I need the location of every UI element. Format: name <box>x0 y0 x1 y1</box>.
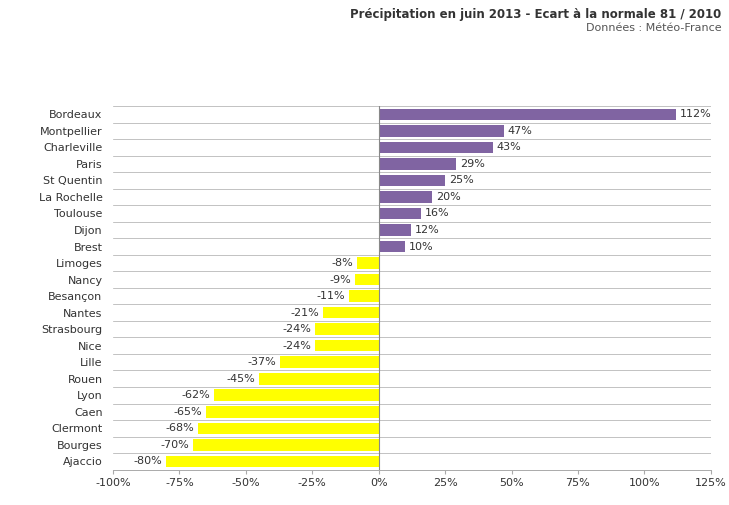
Bar <box>355 274 378 285</box>
Text: -65%: -65% <box>174 407 202 417</box>
Text: 29%: 29% <box>460 159 485 169</box>
Bar <box>166 456 378 467</box>
Text: 10%: 10% <box>409 241 434 251</box>
Text: -70%: -70% <box>160 440 189 450</box>
Bar <box>323 307 378 319</box>
Text: -11%: -11% <box>317 291 346 301</box>
Text: 12%: 12% <box>415 225 440 235</box>
Bar <box>378 208 421 219</box>
Bar <box>198 423 378 434</box>
Bar <box>192 439 378 450</box>
Bar <box>378 109 677 120</box>
Text: -24%: -24% <box>282 341 311 350</box>
Text: -21%: -21% <box>290 308 319 318</box>
Bar <box>378 224 410 236</box>
Bar <box>206 406 378 418</box>
Text: meteo-villes.com: meteo-villes.com <box>22 4 182 22</box>
Text: -68%: -68% <box>165 423 194 433</box>
Text: 25%: 25% <box>449 175 474 185</box>
Bar <box>315 340 378 351</box>
Text: -37%: -37% <box>248 357 276 367</box>
Text: 20%: 20% <box>436 192 461 202</box>
Bar <box>357 257 378 269</box>
Text: -8%: -8% <box>332 258 354 268</box>
Text: -80%: -80% <box>133 457 162 467</box>
Text: -9%: -9% <box>329 275 351 285</box>
Text: -62%: -62% <box>182 390 210 400</box>
Text: Données : Météo-France: Données : Météo-France <box>586 23 722 33</box>
Text: Précipitation en juin 2013 - Ecart à la normale 81 / 2010: Précipitation en juin 2013 - Ecart à la … <box>351 8 722 21</box>
Bar <box>315 323 378 335</box>
Text: -45%: -45% <box>227 374 255 384</box>
Bar <box>378 125 504 137</box>
Text: 43%: 43% <box>497 142 522 153</box>
Bar <box>378 191 432 203</box>
Bar <box>281 357 378 368</box>
Bar <box>378 141 493 153</box>
Bar <box>259 373 378 384</box>
Bar <box>214 389 378 401</box>
Bar <box>378 158 456 170</box>
Bar <box>378 241 405 252</box>
Text: 112%: 112% <box>680 109 712 119</box>
Text: 47%: 47% <box>507 126 532 136</box>
Bar <box>378 175 445 186</box>
Text: 16%: 16% <box>425 209 450 219</box>
Text: -24%: -24% <box>282 324 311 334</box>
Bar <box>349 290 378 302</box>
